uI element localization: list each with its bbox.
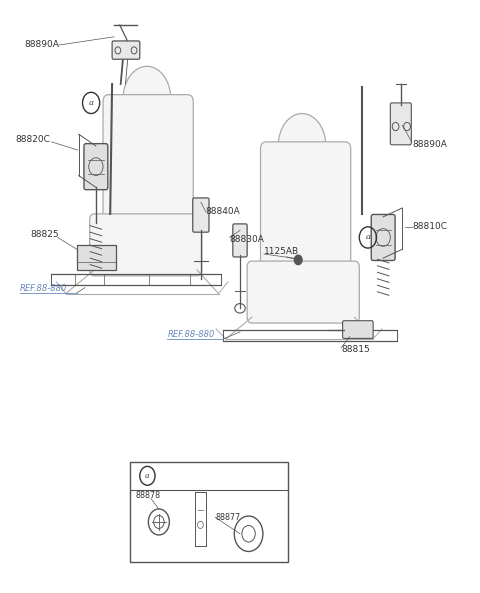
FancyBboxPatch shape (90, 214, 202, 276)
FancyBboxPatch shape (77, 245, 116, 270)
Text: REF.88-880: REF.88-880 (20, 283, 67, 292)
Text: 88820C: 88820C (16, 135, 50, 144)
Text: a: a (145, 472, 150, 480)
Text: 88878: 88878 (135, 492, 160, 500)
Ellipse shape (278, 113, 326, 178)
FancyBboxPatch shape (261, 142, 351, 283)
Ellipse shape (123, 66, 171, 131)
Text: 88825: 88825 (30, 231, 59, 240)
FancyBboxPatch shape (84, 144, 108, 190)
FancyBboxPatch shape (103, 95, 193, 235)
Text: 1125AB: 1125AB (264, 247, 299, 256)
Text: 88890A: 88890A (24, 40, 59, 49)
Text: 88877: 88877 (215, 512, 240, 522)
FancyBboxPatch shape (112, 41, 140, 59)
Text: 88815: 88815 (341, 345, 370, 354)
FancyBboxPatch shape (247, 261, 360, 323)
FancyBboxPatch shape (343, 321, 373, 339)
FancyBboxPatch shape (390, 103, 411, 145)
Text: 88890A: 88890A (413, 140, 448, 149)
Text: REF.88-880: REF.88-880 (168, 330, 215, 339)
Text: 88840A: 88840A (205, 207, 240, 216)
Text: 88810C: 88810C (413, 222, 448, 231)
FancyBboxPatch shape (233, 224, 247, 257)
FancyBboxPatch shape (193, 198, 209, 232)
FancyBboxPatch shape (371, 215, 395, 260)
Text: a: a (89, 99, 94, 107)
Circle shape (294, 255, 302, 264)
Text: a: a (365, 234, 371, 241)
FancyBboxPatch shape (130, 462, 288, 562)
Text: 88830A: 88830A (229, 235, 264, 244)
